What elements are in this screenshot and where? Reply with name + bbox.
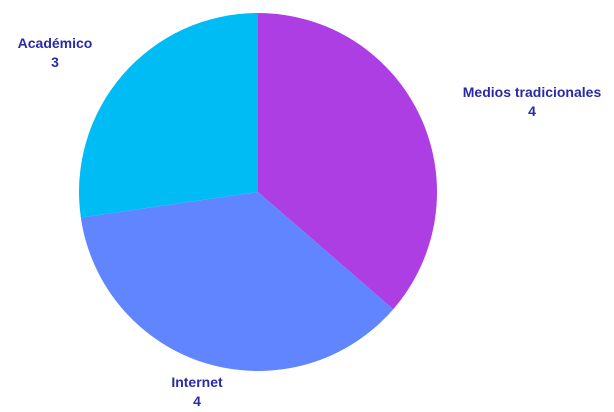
pie-labels: Medios tradicionales 4 Internet 4 Académico 3 <box>18 35 602 409</box>
slice-label-name: Académico <box>18 35 93 51</box>
slice-label-value: 3 <box>51 54 59 70</box>
slice-label-name: Medios tradicionales <box>463 84 602 100</box>
pie-slice-acad-mico <box>78 12 258 218</box>
slice-label-name: Internet <box>171 374 223 390</box>
slice-label-value: 4 <box>528 103 536 119</box>
pie-slice-medios-tradicionales <box>258 13 438 310</box>
pie-slices <box>78 12 438 372</box>
slice-label-value: 4 <box>193 393 201 409</box>
pie-slice-internet <box>80 192 394 372</box>
